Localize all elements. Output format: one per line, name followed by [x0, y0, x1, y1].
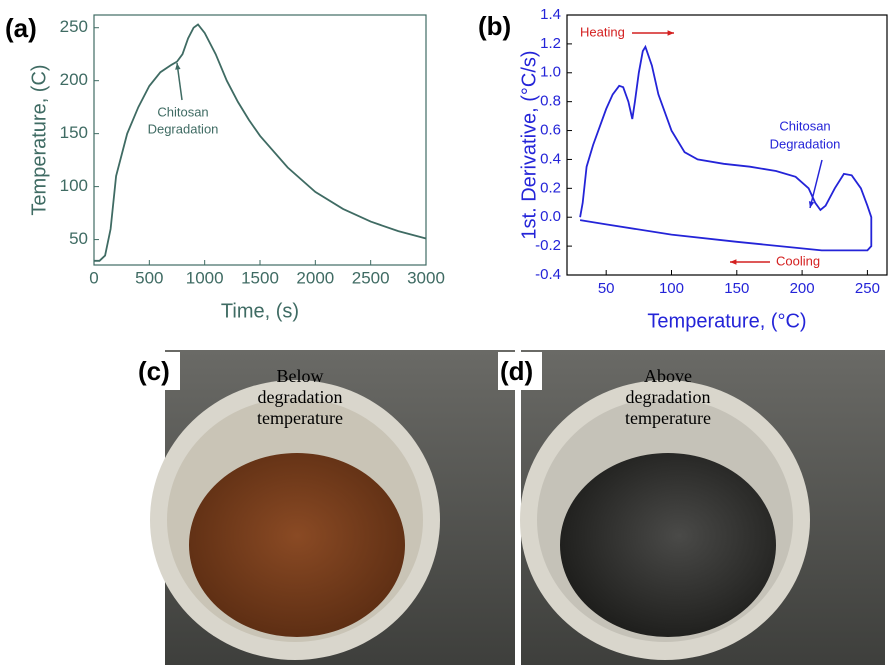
photo-caption: degradation: [258, 387, 343, 407]
cooling-label: Cooling: [776, 253, 820, 268]
y-tick-label: 100: [60, 176, 88, 195]
y-tick-label: 200: [60, 70, 88, 89]
y-tick-label: 0.8: [540, 93, 561, 110]
y-tick-label: 1.4: [540, 6, 561, 23]
photo-caption: Below: [277, 366, 324, 386]
x-tick-label: 100: [659, 280, 684, 297]
y-tick-label: 50: [69, 229, 88, 248]
x-tick-label: 200: [790, 280, 815, 297]
y-tick-label: 0.6: [540, 122, 561, 139]
x-axis-label: Time, (s): [221, 300, 299, 322]
heating-arrow-head: [668, 30, 674, 35]
photo-caption: temperature: [257, 408, 343, 428]
x-tick-label: 1500: [241, 268, 279, 287]
photo-divider: [515, 350, 521, 665]
y-axis-label: 1st. Derivative, (°C/s): [518, 50, 540, 239]
x-tick-label: 500: [135, 268, 163, 287]
annotation: Chitosan: [157, 104, 208, 119]
y-tick-label: -0.4: [535, 266, 561, 283]
powder: [189, 453, 405, 637]
y-tick-label: 0.0: [540, 208, 561, 225]
y-tick-label: 250: [60, 17, 88, 36]
photo-caption: degradation: [626, 387, 711, 407]
annotation: Degradation: [770, 136, 841, 151]
panel-label: (a): [5, 13, 37, 43]
x-axis-label: Temperature, (°C): [647, 310, 806, 332]
y-tick-label: 150: [60, 123, 88, 142]
x-tick-label: 150: [724, 280, 749, 297]
y-tick-label: 0.4: [540, 150, 561, 167]
y-tick-label: 1.2: [540, 35, 561, 52]
powder: [560, 453, 776, 637]
photo-caption: Above: [644, 366, 692, 386]
data-line: [94, 25, 426, 261]
y-tick-label: 1.0: [540, 64, 561, 81]
annotation: Chitosan: [779, 118, 830, 133]
x-tick-label: 1000: [186, 268, 224, 287]
annotation-arrow: [810, 160, 822, 208]
panel-label: (d): [500, 356, 533, 386]
x-tick-label: 2500: [352, 268, 390, 287]
heating-label: Heating: [580, 24, 625, 39]
x-tick-label: 250: [855, 280, 880, 297]
y-tick-label: 0.2: [540, 179, 561, 196]
photo-caption: temperature: [625, 408, 711, 428]
plot-frame: [94, 15, 426, 265]
x-tick-label: 50: [598, 280, 615, 297]
figure: 0 500 1000 1500 2000 2500 3000 50 100 150 200 250 (a…: [0, 0, 890, 665]
x-tick-label: 3000: [407, 268, 445, 287]
x-tick-label: 2000: [296, 268, 334, 287]
panel-label: (b): [478, 11, 511, 41]
annotation: Degradation: [148, 121, 219, 136]
y-axis-label: Temperature, (C): [28, 64, 50, 215]
cooling-arrow-head: [730, 259, 736, 264]
x-tick-label: 0: [89, 268, 98, 287]
panel-label: (c): [138, 356, 170, 386]
